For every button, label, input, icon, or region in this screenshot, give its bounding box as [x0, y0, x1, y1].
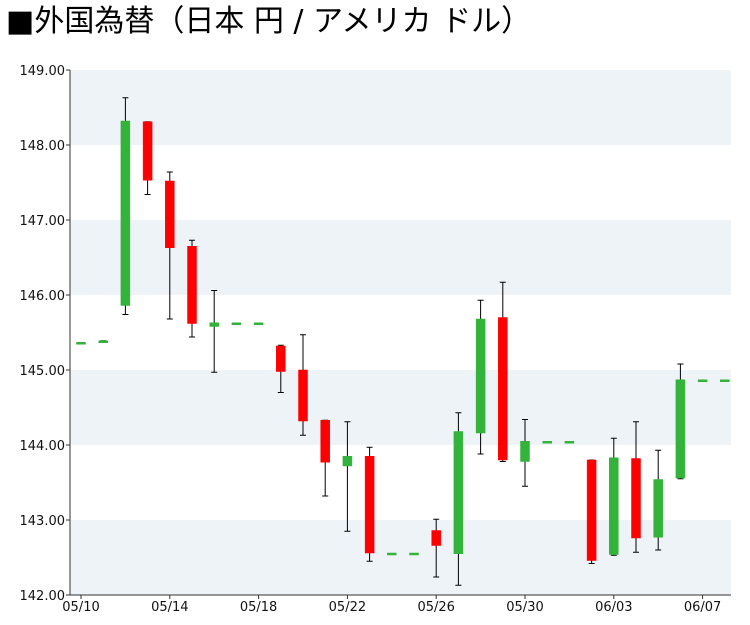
candle: [120, 97, 131, 315]
chart-title: ■外国為替（日本 円 / アメリカ ドル）: [6, 4, 532, 39]
grid-band: [70, 220, 731, 295]
candle-body: [564, 441, 575, 444]
candle: [475, 299, 486, 455]
grid-bands: [70, 70, 731, 595]
candle-body: [586, 459, 597, 561]
axes: [69, 70, 731, 596]
candle-body: [675, 379, 686, 479]
candle-body: [298, 369, 308, 422]
x-tick-label: 06/07: [684, 600, 721, 615]
x-tick-label: 05/30: [506, 600, 543, 615]
candle: [98, 340, 108, 343]
candle: [409, 552, 419, 556]
candle-body: [187, 246, 197, 324]
candle: [653, 449, 663, 551]
candle: [498, 281, 508, 462]
candle: [586, 459, 597, 564]
candle-body: [209, 322, 219, 327]
x-tick-label: 05/26: [417, 600, 454, 615]
candle: [342, 421, 353, 532]
grid-band: [70, 520, 731, 595]
candle: [564, 441, 575, 444]
candle: [675, 363, 686, 480]
candle: [187, 239, 197, 338]
y-tick-label: 149.00: [20, 64, 66, 79]
candle: [720, 379, 730, 382]
candle-body: [409, 552, 419, 556]
candle-body: [76, 342, 86, 345]
candle-body: [720, 379, 730, 382]
candle: [453, 412, 464, 586]
candle-body: [165, 180, 175, 248]
candle-body: [120, 120, 131, 306]
candle-body: [253, 322, 264, 325]
candle-body: [431, 530, 441, 546]
candle-body: [342, 456, 353, 467]
candle-body: [142, 121, 153, 181]
y-tick-label: 144.00: [20, 439, 66, 454]
y-tick-label: 147.00: [20, 214, 66, 229]
x-tick-label: 05/18: [240, 600, 277, 615]
candle: [697, 379, 708, 382]
candle: [542, 441, 552, 444]
candle: [76, 342, 86, 345]
candle: [209, 290, 219, 373]
candle: [364, 446, 375, 562]
y-tick-label: 145.00: [20, 364, 66, 379]
x-tick-label: 05/14: [151, 600, 188, 615]
candle-body: [475, 318, 486, 434]
candle-body: [276, 345, 286, 372]
x-axis-ticks: 05/10 05/14 05/18 05/22 05/26 05/30 06/03 06/07: [62, 595, 721, 615]
y-tick-label: 148.00: [20, 139, 66, 154]
candle-body: [542, 441, 552, 444]
candle: [320, 419, 330, 497]
candle: [165, 171, 175, 320]
candle: [231, 322, 242, 325]
x-tick-label: 05/10: [62, 600, 99, 615]
grid-band: [70, 370, 731, 445]
candle-body: [653, 479, 663, 538]
candle: [253, 322, 264, 325]
candle-body: [320, 420, 330, 463]
candle-body: [609, 457, 619, 555]
grid-band: [70, 70, 731, 145]
candle: [276, 344, 286, 393]
y-axis-ticks: 142.00 143.00 144.00 145.00 146.00 147.00 148.…: [20, 64, 70, 604]
candle-body: [697, 379, 708, 382]
x-tick-label: 06/03: [595, 600, 632, 615]
candle-body: [498, 317, 508, 461]
candle-body: [364, 456, 375, 554]
candle-body: [631, 458, 641, 539]
candle-body: [387, 552, 397, 556]
y-tick-label: 142.00: [20, 589, 66, 604]
candle: [631, 421, 641, 553]
candle-body: [453, 431, 464, 554]
candle: [142, 121, 153, 195]
candles: [76, 97, 730, 586]
candle: [431, 518, 441, 578]
y-tick-label: 143.00: [20, 514, 66, 529]
x-tick-label: 05/22: [329, 600, 366, 615]
candle: [520, 419, 530, 487]
y-tick-label: 146.00: [20, 289, 66, 304]
candle: [387, 552, 397, 556]
candle: [609, 437, 619, 556]
candle-body: [231, 322, 242, 325]
candle-body: [520, 441, 530, 462]
candle-body: [98, 340, 108, 343]
candle: [298, 334, 308, 436]
